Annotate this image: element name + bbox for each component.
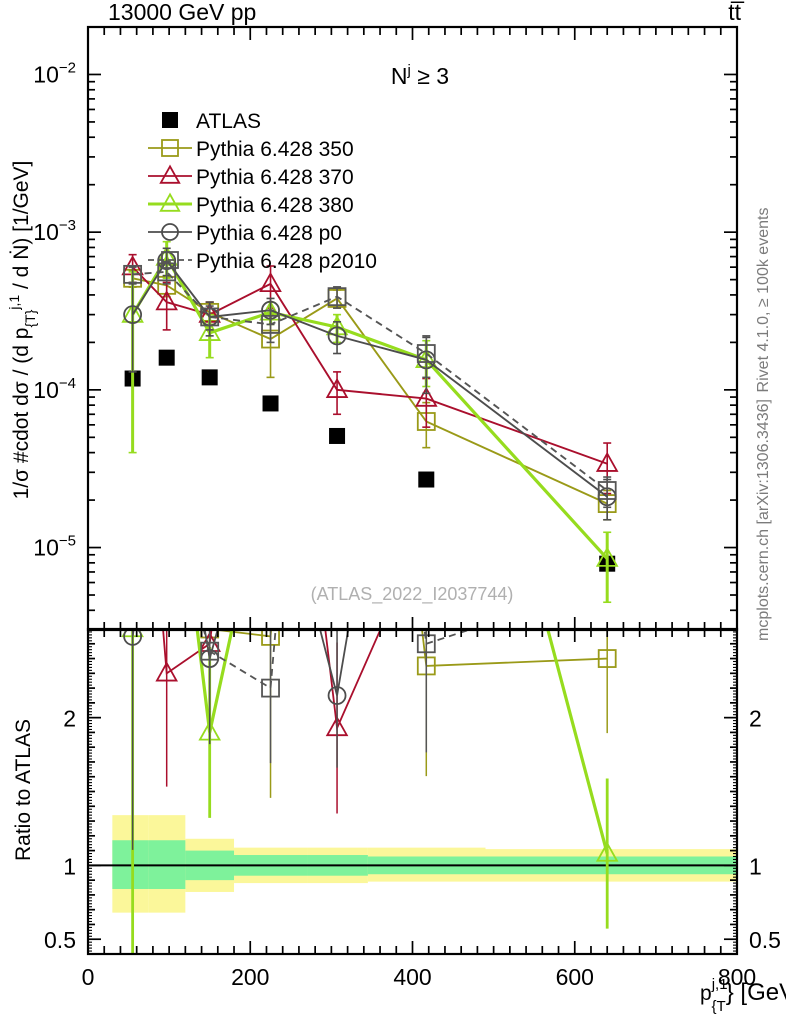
legend-entry-p380[interactable]: Pythia 6.428 380 — [148, 192, 354, 217]
y-ratio-tick-label-right: 0.5 — [749, 927, 781, 953]
y-tick-label: 10−5 — [33, 533, 76, 561]
data-marker — [198, 320, 221, 341]
data-marker — [325, 377, 349, 398]
y-axis-title-main: 1/σ #cdot dσ / (d p{T}j,1 / d Ṅ) [1/GeV… — [6, 161, 38, 500]
data-marker — [416, 344, 436, 363]
series-p370 — [121, 253, 619, 495]
data-marker — [595, 546, 619, 567]
data-marker — [259, 271, 282, 292]
y-ratio-tick-label: 2 — [63, 706, 76, 732]
legend-label: Pythia 6.428 p2010 — [196, 250, 377, 273]
data-marker — [159, 164, 181, 184]
y-axis-title-text: 1/σ #cdot dσ / (d p{T}j,1 / d Ṅ) [1/GeV… — [6, 161, 38, 500]
main-panel-frame — [86, 25, 739, 632]
selection-annotation: Nj ≥ 3 — [391, 62, 449, 89]
y-ratio-tick-label: 1 — [63, 853, 76, 879]
legend-label: Pythia 6.428 p0 — [196, 222, 342, 245]
data-marker — [161, 251, 179, 269]
series-p350 — [123, 268, 617, 521]
data-marker — [123, 264, 143, 284]
ratio-line — [132, 629, 609, 854]
series-atlas — [124, 349, 616, 572]
data-marker — [157, 262, 177, 282]
legend-label: ATLAS — [196, 110, 261, 133]
data-marker — [162, 112, 178, 128]
data-marker — [327, 287, 347, 307]
y-tick-label: 10−3 — [33, 217, 76, 245]
data-marker — [161, 139, 179, 157]
series-line — [131, 254, 609, 560]
data-marker — [595, 841, 619, 862]
data-marker — [597, 649, 617, 668]
dataset-watermark: (ATLAS_2022_I2037744) — [311, 584, 514, 605]
data-marker — [597, 481, 617, 500]
data-marker — [155, 661, 179, 682]
x-tick-label: 200 — [231, 964, 269, 990]
y-ratio-tick-label: 0.5 — [44, 927, 76, 953]
data-marker — [414, 386, 438, 407]
series-line — [131, 266, 608, 465]
data-marker — [159, 192, 181, 212]
data-marker — [158, 349, 175, 366]
rivet-version-label: Rivet 4.1.0, ≥ 100k events — [755, 208, 772, 393]
legend-label: Pythia 6.428 370 — [196, 166, 354, 189]
data-marker — [200, 307, 220, 327]
x-tick-label: 600 — [556, 964, 594, 990]
mcplots-source-label: mcplots.cern.ch [arXiv:1306.3436] — [755, 399, 772, 641]
legend-entry-atlas[interactable]: ATLAS — [162, 110, 261, 133]
legend-label: Pythia 6.428 350 — [196, 138, 354, 161]
data-marker — [329, 427, 346, 444]
data-marker — [418, 471, 435, 488]
header-process-label: tt̅ — [728, 0, 744, 25]
data-marker — [261, 678, 280, 698]
x-tick-label: 800 — [718, 964, 756, 990]
series-p380 — [121, 240, 619, 604]
main-panel-series — [121, 240, 619, 604]
legend-entry-p370[interactable]: Pythia 6.428 370 — [148, 164, 354, 189]
data-marker — [416, 634, 436, 654]
y-tick-label: 10−2 — [33, 59, 76, 87]
ratio-series-pp2010 — [200, 629, 475, 764]
y-axis-title-ratio: Ratio to ATLAS — [12, 719, 35, 861]
data-marker — [327, 326, 347, 346]
ratio-panel-series — [88, 629, 737, 954]
y-axis-title-ratio-text: Ratio to ATLAS — [12, 719, 35, 861]
header-beam-label: 13000 GeV pp — [108, 0, 256, 25]
data-marker — [161, 223, 179, 241]
y-tick-label: 10−4 — [33, 375, 76, 403]
legend-entry-pp2010[interactable]: Pythia 6.428 p2010 — [148, 250, 377, 273]
data-marker — [200, 641, 220, 661]
axis-frame — [86, 25, 739, 632]
data-marker — [201, 369, 218, 386]
data-marker — [123, 305, 143, 325]
data-marker — [261, 315, 280, 334]
legend-label: Pythia 6.428 380 — [196, 194, 354, 217]
data-marker — [262, 395, 279, 412]
x-tick-label: 400 — [393, 964, 431, 990]
x-tick-label: 0 — [82, 964, 95, 990]
ratio-uncertainty-bands — [112, 815, 737, 913]
x-axis-title: pj,1{T} [GeV] — [700, 976, 786, 1015]
legend-entry-pp0[interactable]: Pythia 6.428 p0 — [148, 222, 342, 245]
data-marker — [595, 451, 619, 472]
data-marker — [327, 686, 347, 705]
data-marker — [123, 629, 143, 646]
ratio-panel-frame — [86, 627, 739, 956]
y-ratio-tick-label-right: 2 — [749, 706, 762, 732]
y-ratio-tick-label-right: 1 — [749, 853, 762, 879]
data-marker — [155, 290, 179, 311]
series-pp0 — [123, 247, 617, 521]
series-pp2010 — [123, 260, 617, 509]
legend-entry-p350[interactable]: Pythia 6.428 350 — [148, 138, 354, 161]
